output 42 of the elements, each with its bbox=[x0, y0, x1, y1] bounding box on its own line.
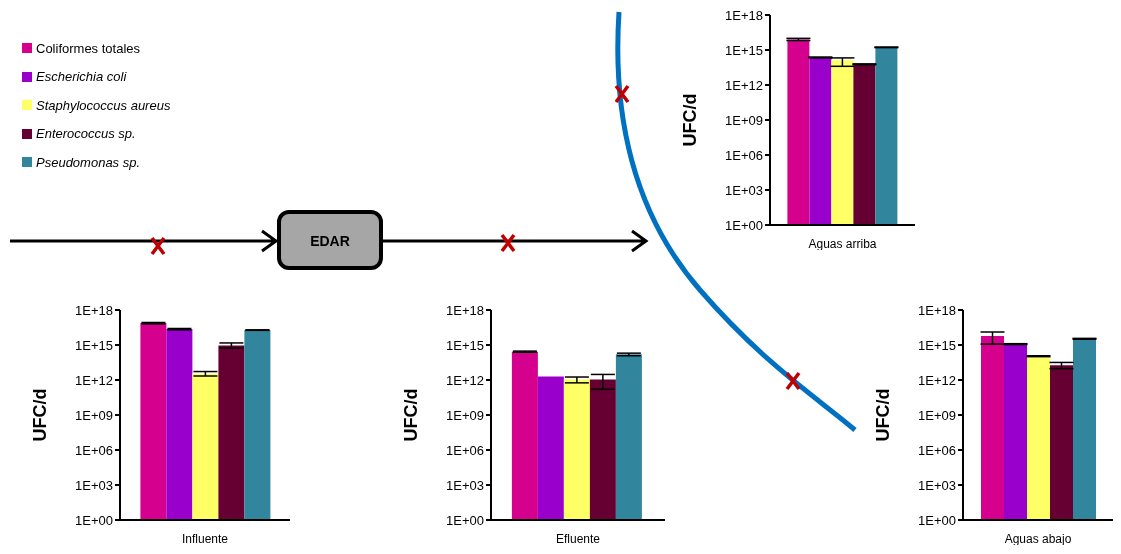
y-tick-label: 1E+00 bbox=[75, 512, 113, 528]
y-tick-label: 1E+15 bbox=[725, 42, 763, 58]
x-axis-title: Aguas arriba bbox=[808, 237, 877, 251]
y-tick-label: 1E+18 bbox=[446, 302, 484, 318]
y-tick-label: 1E+15 bbox=[446, 337, 484, 353]
y-tick-label: 1E+03 bbox=[446, 477, 484, 493]
y-tick-label: 1E+06 bbox=[446, 442, 484, 458]
y-tick-label: 1E+12 bbox=[918, 372, 956, 388]
y-tick-label: 1E+06 bbox=[918, 442, 956, 458]
y-tick-label: 1E+03 bbox=[725, 182, 763, 198]
y-tick-label: 1E+18 bbox=[725, 7, 763, 23]
y-axis-title: UFC/d bbox=[873, 388, 894, 442]
x-axis-title: Aguas abajo bbox=[1004, 532, 1072, 546]
y-tick-label: 1E+06 bbox=[75, 442, 113, 458]
y-axis-title: UFC/d bbox=[680, 93, 701, 147]
y-tick-label: 1E+12 bbox=[75, 372, 113, 388]
y-tick-label: 1E+00 bbox=[446, 512, 484, 528]
y-tick-label: 1E+03 bbox=[918, 477, 956, 493]
y-tick-label: 1E+00 bbox=[918, 512, 956, 528]
y-axis-title: UFC/d bbox=[30, 388, 51, 442]
text: EDAR bbox=[310, 233, 350, 249]
x-axis-title: Efluente bbox=[555, 532, 601, 546]
legend-label: Coliformes totales bbox=[36, 40, 141, 56]
x-axis-title: Influente bbox=[181, 532, 229, 546]
legend-label: Escherichia coli bbox=[36, 69, 127, 85]
y-tick-label: 1E+09 bbox=[725, 112, 763, 128]
y-tick-label: 1E+18 bbox=[75, 302, 113, 318]
y-tick-label: 1E+03 bbox=[75, 477, 113, 493]
y-tick-label: 1E+12 bbox=[725, 77, 763, 93]
y-tick-label: 1E+18 bbox=[918, 302, 956, 318]
y-tick-label: 1E+09 bbox=[446, 407, 484, 423]
y-tick-label: 1E+09 bbox=[75, 407, 113, 423]
y-tick-label: 1E+00 bbox=[725, 217, 763, 233]
y-tick-label: 1E+15 bbox=[918, 337, 956, 353]
y-tick-label: 1E+09 bbox=[918, 407, 956, 423]
legend-label: Staphylococcus aureus bbox=[36, 97, 171, 113]
legend-label: Pseudomonas sp. bbox=[36, 154, 141, 170]
y-tick-label: 1E+12 bbox=[446, 372, 484, 388]
legend-label: Enterococcus sp. bbox=[36, 126, 136, 142]
y-tick-label: 1E+15 bbox=[75, 337, 113, 353]
y-axis-title: UFC/d bbox=[401, 388, 422, 442]
y-tick-label: 1E+06 bbox=[725, 147, 763, 163]
